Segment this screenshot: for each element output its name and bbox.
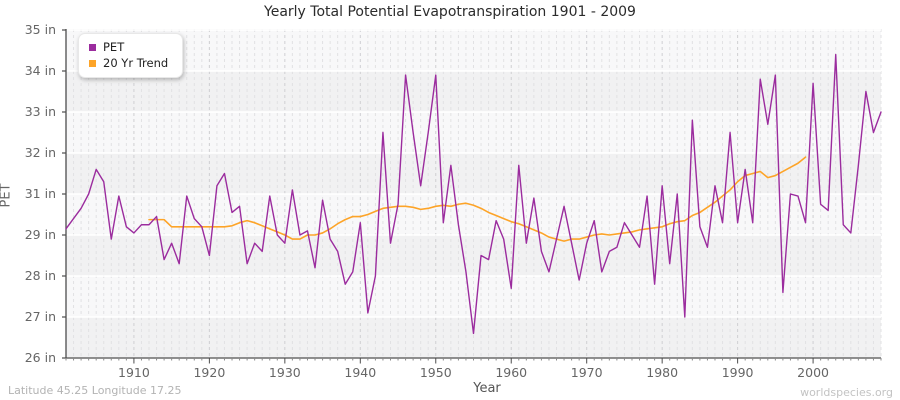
trend-series-swatch-icon bbox=[89, 59, 96, 67]
y-tick-label: 35 in bbox=[24, 22, 56, 37]
y-tick-label: 27 in bbox=[24, 309, 56, 324]
x-tick-label: 1950 bbox=[419, 365, 452, 380]
x-tick-label: 1920 bbox=[193, 365, 226, 380]
legend-label-pet: PET bbox=[103, 40, 125, 54]
x-tick-label: 1970 bbox=[570, 365, 603, 380]
pet-series-swatch-icon bbox=[89, 43, 96, 51]
x-tick-label: 1910 bbox=[118, 365, 150, 380]
watermark: worldspecies.org bbox=[800, 386, 893, 399]
legend-box: PET 20 Yr Trend bbox=[78, 33, 184, 78]
legend-item-trend: 20 Yr Trend bbox=[89, 55, 168, 71]
y-tick-label: 29 in bbox=[24, 227, 56, 242]
y-tick-label: 34 in bbox=[24, 63, 56, 78]
y-tick-label: 31 in bbox=[24, 186, 56, 201]
chart-title: Yearly Total Potential Evapotranspiratio… bbox=[264, 4, 636, 20]
y-tick-label: 32 in bbox=[24, 145, 56, 160]
x-tick-label: 1960 bbox=[495, 365, 528, 380]
x-tick-label: 1990 bbox=[721, 365, 754, 380]
trend-line bbox=[148, 156, 807, 242]
x-tick-label: 1980 bbox=[646, 365, 679, 380]
legend-label-trend: 20 Yr Trend bbox=[103, 56, 169, 70]
pet-line bbox=[65, 53, 882, 335]
legend-item-pet: PET bbox=[89, 39, 168, 55]
y-tick-label: 26 in bbox=[24, 350, 56, 365]
x-axis-title: Year bbox=[473, 381, 501, 396]
y-tick-label: 28 in bbox=[24, 268, 56, 283]
y-tick-label: 33 in bbox=[24, 104, 56, 119]
latitude-longitude-caption: Latitude 45.25 Longitude 17.25 bbox=[8, 384, 182, 397]
x-tick-label: 2000 bbox=[797, 365, 829, 380]
x-tick-label: 1930 bbox=[268, 365, 301, 380]
x-tick-label: 1940 bbox=[344, 365, 377, 380]
